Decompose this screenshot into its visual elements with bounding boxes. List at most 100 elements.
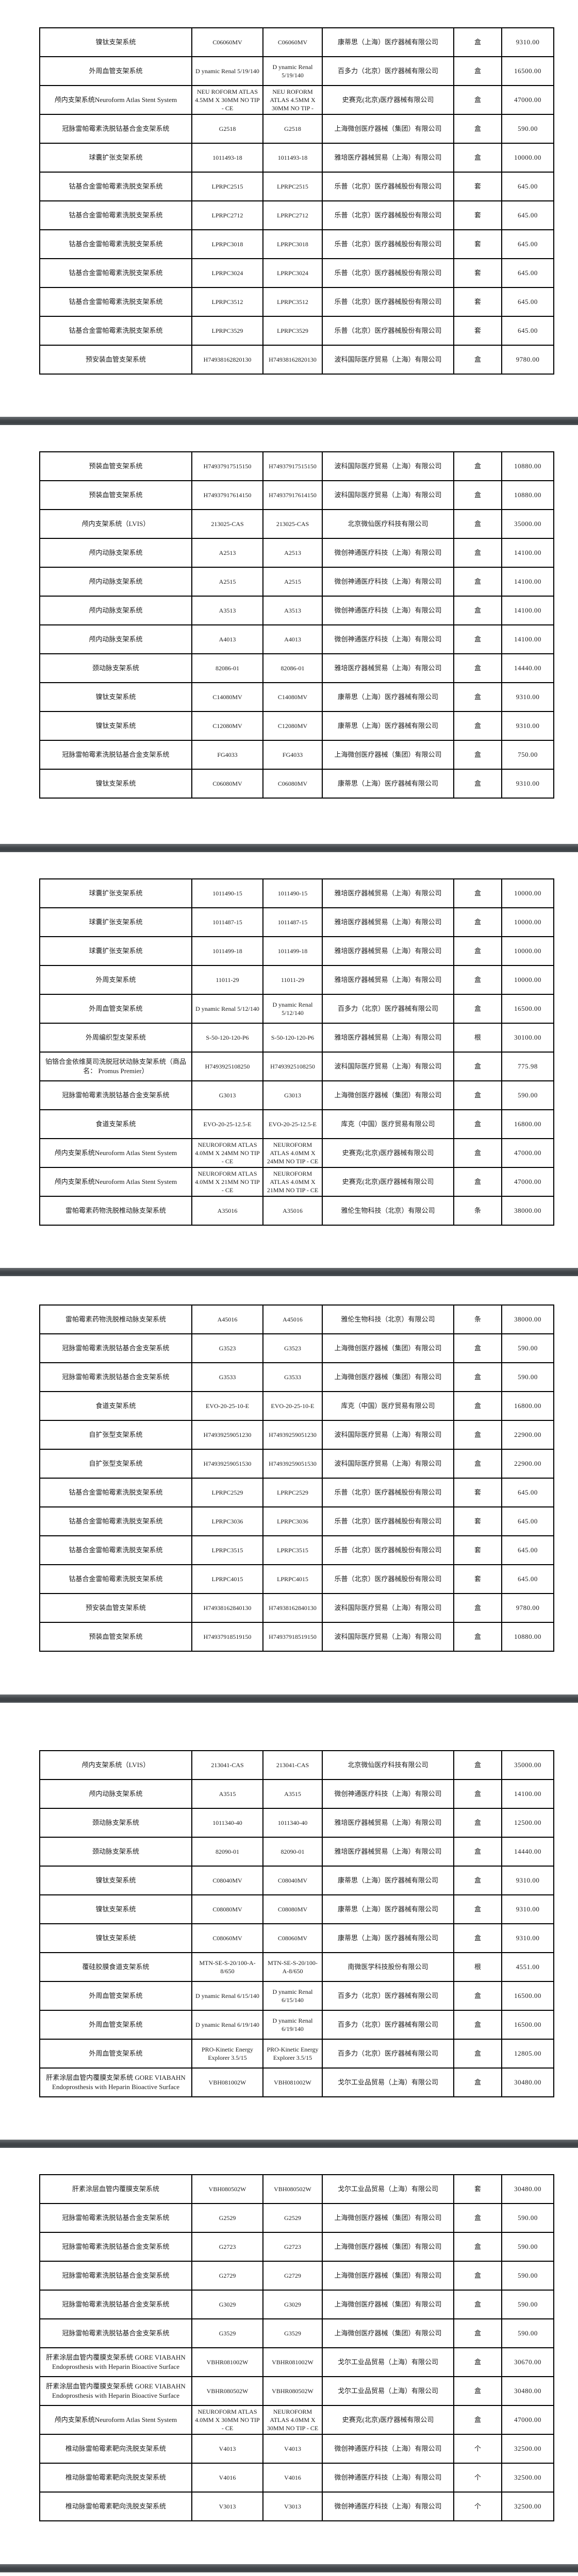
model-repeat-cell: LPRPC3036 [262, 1506, 323, 1536]
price-cell: 9310.00 [501, 1923, 554, 1953]
price-cell: 9310.00 [501, 1866, 554, 1895]
price-cell: 32500.00 [501, 2492, 554, 2521]
model-cell: A2513 [191, 538, 263, 568]
model-repeat-cell: V3013 [262, 2492, 323, 2521]
model-cell: A3513 [191, 596, 263, 625]
model-cell: C06060MV [191, 27, 263, 57]
manufacturer-cell: 百多力（北京）医疗器械有限公司 [322, 2039, 454, 2069]
model-repeat-cell: EVO-20-25-10-E [262, 1391, 323, 1421]
price-cell: 590.00 [501, 2290, 554, 2319]
model-repeat-cell: 11011-29 [262, 965, 323, 995]
price-cell: 10000.00 [501, 965, 554, 995]
product-name-cell: 颅内动脉支架系统 [39, 567, 192, 597]
model-cell: G3029 [191, 2290, 263, 2319]
unit-cell: 盒 [453, 878, 502, 908]
product-name-cell: 预装血管支架系统 [39, 480, 192, 510]
model-cell: LPRPC3036 [191, 1506, 263, 1536]
table-row: 颅内动脉支架系统 A3513 A3513 微创神通医疗科技（上海）有限公司盒 14100… [39, 596, 554, 625]
model-cell: LPRPC3515 [191, 1535, 263, 1565]
product-name-cell: 外周血管支架系统 [39, 1981, 192, 2011]
manufacturer-cell: 南微医学科技股份有限公司 [322, 1952, 454, 1982]
manufacturer-cell: 北京微仙医疗科技有限公司 [322, 509, 454, 539]
unit-cell: 盒 [453, 907, 502, 937]
price-cell: 16500.00 [501, 994, 554, 1024]
price-cell: 645.00 [501, 258, 554, 288]
product-name-cell: 外周血管支架系统 [39, 994, 192, 1024]
page-separator [0, 1694, 578, 1703]
product-name-cell: 冠脉雷帕霉素洗脱钴基合金支架系统 [39, 2318, 192, 2348]
model-repeat-cell: 1011340-40 [262, 1808, 323, 1838]
price-cell: 590.00 [501, 1333, 554, 1363]
product-name-cell: 外周编织型支架系统 [39, 1023, 192, 1053]
model-repeat-cell: MTN-SE-S-20/100-A-8/650 [262, 1952, 323, 1982]
model-repeat-cell: 1011493-18 [262, 143, 323, 173]
price-cell: 9780.00 [501, 1593, 554, 1623]
model-repeat-cell: V4016 [262, 2463, 323, 2493]
product-name-cell: 预安装血管支架系统 [39, 345, 192, 375]
price-cell: 9310.00 [501, 769, 554, 799]
manufacturer-cell: 百多力（北京）医疗器械有限公司 [322, 1981, 454, 2011]
manufacturer-cell: 戈尔工业品贸易（上海）有限公司 [322, 2067, 454, 2097]
product-name-cell: 肝素涂层血管内覆膜支架系统 GORE VIABAHN Endoprosthesi… [39, 2067, 192, 2097]
unit-cell: 盒 [453, 2376, 502, 2406]
table-row: 颅内动脉支架系统 A2513 A2513 微创神通医疗科技（上海）有限公司盒 14100… [39, 538, 554, 568]
model-repeat-cell: LPRPC2712 [262, 200, 323, 230]
model-cell: C14080MV [191, 682, 263, 712]
page-separator [0, 1268, 578, 1276]
model-cell: G2729 [191, 2261, 263, 2291]
table-row: 自扩张型支架系统 H74939259051530 H74939259051530 波科… [39, 1449, 554, 1479]
table-row: 冠脉雷帕霉素洗脱钴基合金支架系统 G2729 G2729 上海微创医疗器械（集团）有限… [39, 2261, 554, 2291]
unit-cell: 套 [453, 229, 502, 259]
unit-cell: 盒 [453, 1420, 502, 1450]
model-repeat-cell: H74939259051230 [262, 1420, 323, 1450]
unit-cell: 盒 [453, 596, 502, 625]
price-cell: 47000.00 [501, 1138, 554, 1168]
model-cell: G2723 [191, 2232, 263, 2262]
model-cell: G3529 [191, 2318, 263, 2348]
manufacturer-cell: 史赛克(北京)医疗器械有限公司 [322, 85, 454, 115]
price-cell: 10000.00 [501, 936, 554, 966]
model-repeat-cell: NEUROFORM ATLAS 4.0MM X 30MM NO TIP - CE [262, 2405, 323, 2435]
price-cell: 35000.00 [501, 1750, 554, 1780]
table-row: 颅内支架系统Neuroform Atlas Stent System NEUROF… [39, 1167, 554, 1197]
model-repeat-cell: 82090-01 [262, 1837, 323, 1867]
table-row: 肝素涂层血管内覆膜支架系统 GORE VIABAHN Endoprosthesi… [39, 2376, 554, 2406]
model-cell: VBH081002W [191, 2067, 263, 2097]
unit-cell: 盒 [453, 143, 502, 173]
table-row: 钴基合金雷帕霉素洗脱支架系统 LPRPC3529 LPRPC3529 乐普（北京）医疗… [39, 316, 554, 346]
price-cell: 10000.00 [501, 907, 554, 937]
price-cell: 16500.00 [501, 2010, 554, 2040]
table-row: 自扩张型支架系统 H74939259051230 H74939259051230 波科… [39, 1420, 554, 1450]
model-repeat-cell: NEU ROFORM ATLAS 4.5MM X 30MM NO TIP - [262, 85, 323, 115]
product-name-cell: 颅内支架系统Neuroform Atlas Stent System [39, 85, 192, 115]
unit-cell: 条 [453, 1304, 502, 1334]
table-row: 冠脉雷帕霉素洗脱钴基合金支架系统 FG4033 FG4033 上海微创医疗器械（集团）… [39, 740, 554, 770]
price-cell: 35000.00 [501, 509, 554, 539]
manufacturer-cell: 雅伦生物科技（北京）有限公司 [322, 1196, 454, 1226]
model-cell: 11011-29 [191, 965, 263, 995]
table-row: 球囊扩张支架系统 1011493-18 1011493-18 雅培医疗器械贸易（上海）… [39, 143, 554, 173]
table-row: 钴基合金雷帕霉素洗脱支架系统 LPRPC2712 LPRPC2712 乐普（北京）医疗… [39, 200, 554, 230]
unit-cell: 盒 [453, 1333, 502, 1363]
stent-price-table-2: 预装血管支架系统 H74937917515150 H74937917515150 波科… [39, 451, 554, 799]
manufacturer-cell: 波科国际医疗贸易（上海）有限公司 [322, 480, 454, 510]
product-name-cell: 钴基合金雷帕霉素洗脱支架系统 [39, 229, 192, 259]
unit-cell: 盒 [453, 2203, 502, 2233]
product-name-cell: 肝素涂层血管内覆膜支架系统 [39, 2174, 192, 2204]
table-row: 肝素涂层血管内覆膜支架系统 VBH080502W VBH080502W 戈尔工业品贸易… [39, 2174, 554, 2204]
table-row: 外周血管支架系统 D ynamic Renal 5/12/140 D ynamic … [39, 994, 554, 1024]
manufacturer-cell: 乐普（北京）医疗器械股份有限公司 [322, 200, 454, 230]
unit-cell: 盒 [453, 345, 502, 375]
price-cell: 22900.00 [501, 1420, 554, 1450]
model-repeat-cell: VBH081002W [262, 2067, 323, 2097]
model-cell: NEUROFORM ATLAS 4.0MM X 24MM NO TIP - CE [191, 1138, 263, 1168]
table-row: 铂铬合金依维莫司洗脱冠状动脉支架系统（商品名： Promus Premier） H… [39, 1052, 554, 1081]
table-row: 肝素涂层血管内覆膜支架系统 GORE VIABAHN Endoprosthesi… [39, 2067, 554, 2097]
model-repeat-cell: H74938162820130 [262, 345, 323, 375]
manufacturer-cell: 雅培医疗器械贸易（上海）有限公司 [322, 936, 454, 966]
unit-cell: 套 [453, 258, 502, 288]
model-cell: S-50-120-120-P6 [191, 1023, 263, 1053]
model-cell: 1011493-18 [191, 143, 263, 173]
page-separator [0, 844, 578, 852]
price-cell: 590.00 [501, 2318, 554, 2348]
